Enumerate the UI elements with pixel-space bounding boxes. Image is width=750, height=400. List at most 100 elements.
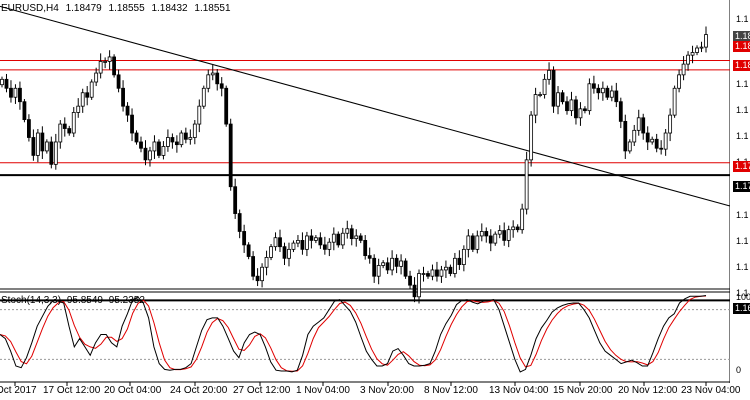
candle[interactable] <box>394 254 399 274</box>
candle[interactable] <box>183 127 188 144</box>
candle[interactable] <box>627 139 632 154</box>
candle[interactable] <box>605 85 610 100</box>
candle[interactable] <box>273 232 278 251</box>
candle[interactable] <box>686 51 690 71</box>
candle[interactable] <box>116 69 121 93</box>
candle[interactable] <box>672 85 677 118</box>
candle[interactable] <box>659 140 664 155</box>
candle[interactable] <box>260 263 264 288</box>
candle[interactable] <box>399 254 403 275</box>
candle[interactable] <box>484 227 489 243</box>
candle[interactable] <box>219 77 224 97</box>
candle[interactable] <box>623 114 628 159</box>
candle[interactable] <box>475 230 480 254</box>
candle[interactable] <box>143 140 148 166</box>
candle[interactable] <box>681 56 686 81</box>
candle[interactable] <box>264 250 269 276</box>
candle[interactable] <box>511 220 516 238</box>
candle[interactable] <box>94 67 99 87</box>
candle[interactable] <box>461 245 466 272</box>
candle[interactable] <box>497 225 502 239</box>
candle[interactable] <box>677 69 681 93</box>
candle[interactable] <box>174 135 179 153</box>
candle[interactable] <box>322 236 327 255</box>
candle[interactable] <box>533 87 538 124</box>
candle[interactable] <box>242 224 247 253</box>
candle[interactable] <box>282 242 287 266</box>
candle[interactable] <box>76 98 81 118</box>
candle[interactable] <box>35 128 40 163</box>
candle[interactable] <box>457 250 462 270</box>
candle[interactable] <box>524 151 529 215</box>
candle[interactable] <box>85 86 90 106</box>
candle[interactable] <box>148 146 152 167</box>
candle[interactable] <box>22 99 27 123</box>
candle[interactable] <box>376 258 381 285</box>
candle[interactable] <box>121 80 125 112</box>
candle[interactable] <box>488 229 493 252</box>
candle[interactable] <box>506 225 511 248</box>
candle[interactable] <box>291 240 296 253</box>
candle[interactable] <box>632 124 637 146</box>
candle[interactable] <box>690 45 695 64</box>
candle[interactable] <box>408 270 412 290</box>
candle[interactable] <box>444 260 448 278</box>
candle[interactable] <box>139 136 143 153</box>
candle[interactable] <box>246 242 251 260</box>
trend-line[interactable] <box>0 5 731 207</box>
candle[interactable] <box>569 91 574 117</box>
candle[interactable] <box>502 222 507 246</box>
candle[interactable] <box>574 95 578 125</box>
candle[interactable] <box>591 75 596 94</box>
candle[interactable] <box>237 209 242 239</box>
candle[interactable] <box>609 85 614 102</box>
candle[interactable] <box>71 107 76 138</box>
candle[interactable] <box>668 108 673 142</box>
candle[interactable] <box>9 80 13 103</box>
candle[interactable] <box>130 108 134 142</box>
candle[interactable] <box>53 133 58 170</box>
candle[interactable] <box>412 277 417 303</box>
candle[interactable] <box>650 136 655 145</box>
candle[interactable] <box>421 266 426 282</box>
candle[interactable] <box>62 117 67 137</box>
candle[interactable] <box>166 129 170 152</box>
candle[interactable] <box>157 139 161 159</box>
candle[interactable] <box>578 102 583 126</box>
candle[interactable] <box>583 106 587 114</box>
candle[interactable] <box>318 232 323 249</box>
candle[interactable] <box>80 88 85 113</box>
candle[interactable] <box>49 136 54 169</box>
candle[interactable] <box>641 113 646 140</box>
candle[interactable] <box>309 229 314 249</box>
candle[interactable] <box>67 125 72 136</box>
candle[interactable] <box>215 69 220 91</box>
candle[interactable] <box>161 141 166 160</box>
candle[interactable] <box>614 82 619 108</box>
candle[interactable] <box>152 135 157 159</box>
candle[interactable] <box>645 126 650 151</box>
candle[interactable] <box>417 269 421 304</box>
candle[interactable] <box>381 260 386 269</box>
candle[interactable] <box>305 231 309 257</box>
candle[interactable] <box>372 254 377 283</box>
candle[interactable] <box>587 78 592 115</box>
candle[interactable] <box>479 223 484 242</box>
candle[interactable] <box>439 265 444 283</box>
candle[interactable] <box>390 250 395 276</box>
candle[interactable] <box>618 97 623 129</box>
candle[interactable] <box>40 126 45 159</box>
candle[interactable] <box>542 73 547 99</box>
candle[interactable] <box>18 81 22 110</box>
candle[interactable] <box>349 224 354 246</box>
candle[interactable] <box>470 233 475 253</box>
candle[interactable] <box>13 84 18 104</box>
candle[interactable] <box>452 252 457 278</box>
candle[interactable] <box>98 53 103 79</box>
candle[interactable] <box>565 96 569 115</box>
candle[interactable] <box>345 220 350 239</box>
candle[interactable] <box>403 258 408 279</box>
candle[interactable] <box>89 79 94 100</box>
candle[interactable] <box>466 229 471 258</box>
